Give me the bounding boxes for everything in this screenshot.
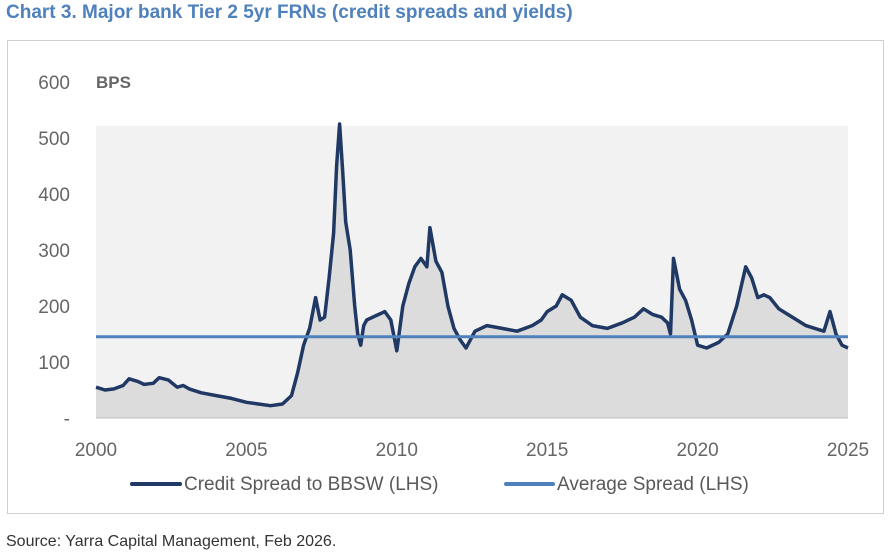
- x-tick-label: 2000: [75, 440, 117, 461]
- y-unit-label: BPS: [96, 73, 131, 92]
- legend-label-average-spread: Average Spread (LHS): [557, 474, 749, 495]
- series-layer: [95, 122, 849, 408]
- chart-title: Chart 3. Major bank Tier 2 5yr FRNs (cre…: [6, 2, 573, 23]
- area-layer: [96, 124, 848, 418]
- y-tick-layer: - 100 200 300 400 500 600: [38, 73, 70, 430]
- y-tick-label: 200: [38, 297, 70, 318]
- x-tick-label: 2010: [376, 440, 418, 461]
- legend: Credit Spread to BBSW (LHS) Average Spre…: [130, 474, 749, 495]
- y-tick-label: 500: [38, 129, 70, 150]
- x-tick-label: 2025: [827, 440, 869, 461]
- y-tick-label: 300: [38, 241, 70, 262]
- y-tick-label: 600: [38, 73, 70, 94]
- legend-label-credit-spread: Credit Spread to BBSW (LHS): [184, 474, 438, 495]
- x-tick-label: 2005: [225, 440, 267, 461]
- x-tick-layer: 2000 2005 2010 2015 2020 2025: [75, 440, 869, 461]
- y-tick-label: -: [64, 409, 70, 430]
- x-tick-label: 2020: [676, 440, 718, 461]
- x-tick-label: 2015: [526, 440, 568, 461]
- source-note: Source: Yarra Capital Management, Feb 20…: [6, 533, 337, 550]
- y-tick-label: 400: [38, 185, 70, 206]
- credit-spread-area: [96, 124, 848, 418]
- y-tick-label: 100: [38, 353, 70, 374]
